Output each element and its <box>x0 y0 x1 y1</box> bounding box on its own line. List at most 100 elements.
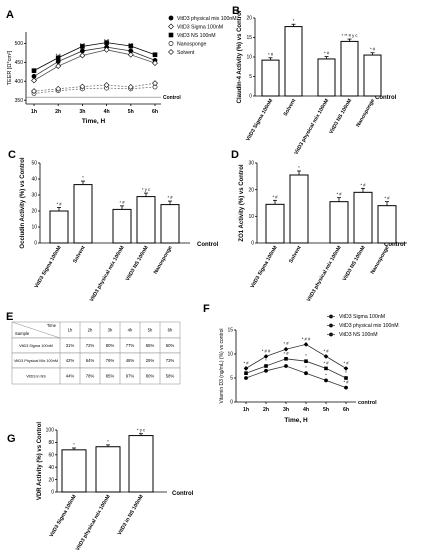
data-point <box>31 77 37 84</box>
category-label: VitD3 physical mix 100nM <box>306 245 343 303</box>
category-label: VitD3 Sigma 100nM <box>49 494 78 538</box>
bar <box>49 210 69 244</box>
table-row <box>11 321 181 339</box>
y-tick-label: 15 <box>227 328 233 334</box>
bar <box>160 204 180 244</box>
x-tick-label: 1h <box>31 109 37 115</box>
table-cell: 42% <box>66 358 75 363</box>
legend-entry: VitD3 Sigma 100nM <box>339 314 385 320</box>
category-label: VitD3 physical mix 100nM <box>89 245 126 303</box>
y-tick-label: 10 <box>31 225 37 231</box>
bar <box>289 174 309 244</box>
panel-label-f: F <box>203 303 210 315</box>
table-corner-label: Time <box>47 323 57 328</box>
category-label: VitD3 Sigma 100nM <box>250 245 279 289</box>
table-cell: 77% <box>126 343 135 348</box>
significance-mark: * <box>265 358 267 363</box>
category-label: VitD3 NS 100nM <box>125 245 150 282</box>
category-label: VitD3 NS 100nM <box>328 98 353 135</box>
bar <box>340 40 359 97</box>
data-point <box>103 46 110 53</box>
significance-mark: * # # <box>302 336 311 341</box>
significance-mark: * # <box>119 200 125 205</box>
table-header-cell: 3h <box>108 328 113 333</box>
y-axis-title: Vitamin D3 (ng/mL) (%) vs control <box>219 329 225 404</box>
significance-mark: * # <box>268 52 274 57</box>
significance-mark: * <box>298 165 300 170</box>
y-axis-title: Claudin-4 Activity (%) vs Control <box>237 10 243 103</box>
legend-entry: VitD3 Sigma 100nM <box>177 24 223 30</box>
y-tick-label: 15 <box>246 35 252 41</box>
data-point <box>264 368 268 373</box>
significance-mark: * <box>305 353 307 358</box>
table-cell: 65% <box>146 343 155 348</box>
category-label: VitD3 in NS 100nM <box>117 494 145 536</box>
data-point <box>283 346 289 352</box>
table-cell: 60% <box>166 343 175 348</box>
data-point <box>323 354 329 359</box>
control-label: control <box>358 400 377 406</box>
x-tick-label: 1h <box>243 407 249 413</box>
panel-label-a: A <box>6 9 14 21</box>
y-tick-label: 60 <box>48 453 54 459</box>
x-tick-label: 3h <box>283 407 289 413</box>
y-tick-label: 350 <box>15 98 24 104</box>
y-tick-label: 5 <box>230 376 233 382</box>
data-point <box>104 40 109 45</box>
data-point <box>324 378 328 383</box>
data-point <box>343 366 349 371</box>
x-tick-label: 3h <box>79 109 85 115</box>
y-tick-label: 400 <box>15 79 24 85</box>
data-point <box>344 385 348 390</box>
panel-e-percentage-table: Time Sample 1h 2h 3h 4h 5h 6h VitD3 Sigma 100nM 3… <box>11 321 181 385</box>
significance-mark: * <box>325 372 327 377</box>
y-tick-label: 20 <box>31 209 37 215</box>
data-point <box>55 55 61 61</box>
series-line <box>33 46 156 77</box>
y-tick-label: 100 <box>46 428 55 434</box>
x-tick-label: 4h <box>104 109 110 115</box>
table-row <box>11 367 181 385</box>
significance-mark: * # <box>272 194 278 199</box>
panel-c-occludin-chart: 0 10 20 30 40 50 Occludin Activity (%) vs Cont… <box>20 157 219 303</box>
control-label: Control <box>197 242 219 248</box>
y-tick-label: 0 <box>230 400 233 406</box>
control-label: Control <box>172 491 194 497</box>
data-point <box>152 52 158 58</box>
category-label: Nanosponge <box>153 245 174 275</box>
table-cell: 97% <box>126 374 135 379</box>
table-header-cell: 5h <box>148 328 153 333</box>
series-line <box>245 358 347 379</box>
panel-label-g: G <box>7 433 16 445</box>
category-label: VitD3 Sigma 100nM <box>245 98 274 142</box>
table-row-label: VitD3 Sigma 100nM <box>19 344 53 348</box>
bar <box>73 184 93 244</box>
y-tick-label: 20 <box>48 477 54 483</box>
x-tick-label: 2h <box>263 407 269 413</box>
data-point <box>55 63 62 70</box>
panel-label-d: D <box>231 149 239 161</box>
series-line <box>33 42 156 72</box>
bar <box>363 54 382 97</box>
table-cell: 72% <box>86 343 95 348</box>
bar <box>261 59 280 97</box>
y-tick-label: 30 <box>31 193 37 199</box>
panel-f-vitamin-d3-chart: 0 5 10 15 1h 2h 3h 4h 5h 6h Time, H Vitamin D3 (ng/… <box>219 314 399 424</box>
y-tick-label: 10 <box>246 55 252 61</box>
data-point <box>128 43 134 49</box>
data-point <box>152 60 158 66</box>
x-tick-label: 6h <box>343 407 349 413</box>
series-line <box>33 49 156 81</box>
significance-mark: * # <box>324 51 330 56</box>
significance-mark: * <box>82 175 84 180</box>
table-cell: 64% <box>86 358 95 363</box>
y-tick-label: 450 <box>15 60 24 66</box>
data-point <box>79 83 86 90</box>
x-axis-title: Time, H <box>284 417 308 424</box>
table-header-cell: 2h <box>88 328 93 333</box>
table-corner-label: Sample <box>15 331 30 336</box>
table-row-label: VitD3 in NS <box>26 375 46 379</box>
data-point <box>127 84 134 90</box>
table-cell: 58% <box>166 374 175 379</box>
data-point <box>244 376 248 380</box>
